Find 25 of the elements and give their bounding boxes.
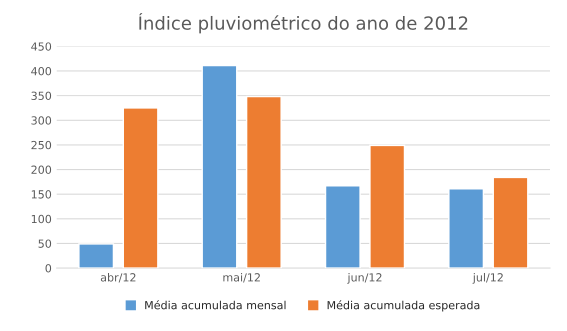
y-tick-label: 100	[32, 214, 52, 224]
x-tick-label: jul/12	[472, 272, 503, 284]
legend-label: Média acumulada esperada	[328, 300, 480, 312]
y-tick-label: 50	[38, 239, 52, 248]
y-tick-label: 200	[31, 166, 52, 174]
y-tick-label: 450	[31, 42, 52, 51]
y-tick-label: 250	[31, 140, 52, 150]
x-tick-label: abr/12	[100, 272, 136, 282]
y-tick-label: 300	[31, 116, 52, 125]
bar	[324, 185, 361, 268]
bar	[369, 144, 406, 268]
bar	[202, 64, 238, 268]
x-tick-label: mai/12	[223, 272, 260, 282]
bar	[246, 96, 282, 268]
y-tick-label: 150	[32, 190, 52, 199]
chart-title: Índice pluviométrico do ano de 2012	[139, 12, 468, 34]
legend-label: Média acumulada mensal	[145, 300, 286, 310]
x-tick-label: jun/12	[347, 272, 382, 284]
y-tick-label: 0	[46, 264, 52, 272]
bar	[78, 243, 114, 268]
bar	[448, 188, 484, 268]
bar	[492, 176, 528, 268]
y-tick-label: 400	[31, 66, 52, 76]
bar	[122, 107, 159, 268]
y-tick-label: 350	[31, 92, 52, 100]
